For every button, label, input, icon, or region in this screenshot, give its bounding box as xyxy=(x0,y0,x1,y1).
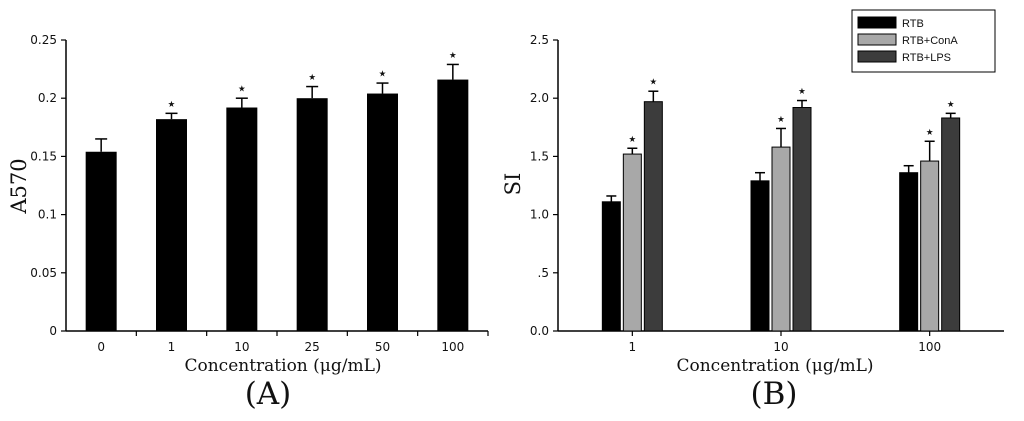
panel-b-y-axis-title: SI xyxy=(501,173,525,196)
panel-b-x-ticks: 1 10 100 xyxy=(629,331,941,354)
x-tick-label: 1 xyxy=(629,340,637,354)
y-tick-label: 1.0 xyxy=(530,208,549,222)
y-tick-label: 1.5 xyxy=(530,149,549,163)
legend-label: RTB+LPS xyxy=(902,52,951,64)
significance-star: ⋆ xyxy=(797,82,808,102)
legend-swatch xyxy=(857,50,897,63)
bar xyxy=(601,201,621,332)
significance-star: ⋆ xyxy=(945,94,956,114)
y-tick-label: .5 xyxy=(538,266,549,280)
x-tick-label: 10 xyxy=(773,340,788,354)
y-tick-label: 0.15 xyxy=(30,149,57,163)
y-tick-label: 0.05 xyxy=(30,266,57,280)
bar xyxy=(156,119,187,331)
significance-star: ⋆ xyxy=(307,68,318,88)
significance-star: ⋆ xyxy=(237,79,248,99)
bar xyxy=(296,98,328,331)
panel-b-x-axis-title: Concentration (μg/mL) xyxy=(676,356,873,376)
panel-a-bars: ⋆ ⋆ ⋆ ⋆ ⋆ xyxy=(85,45,469,332)
y-tick-label: 2.5 xyxy=(530,33,549,47)
x-tick-label: 10 xyxy=(234,340,249,354)
panel-a-x-ticks: 0 1 10 25 50 100 xyxy=(97,331,489,354)
x-tick-label: 100 xyxy=(918,340,941,354)
y-tick-label: 0.1 xyxy=(38,208,57,222)
bar xyxy=(899,172,919,332)
x-tick-label: 1 xyxy=(168,340,176,354)
y-tick-label: 2.0 xyxy=(530,91,549,105)
panel-b-chart: 0.0 .5 1.0 1.5 2.0 2.5 1 10 100 ⋆ ⋆ ⋆ ⋆ ⋆ ⋆ SI Conce… xyxy=(501,9,1004,412)
y-tick-label: 0.2 xyxy=(38,91,57,105)
bar xyxy=(643,101,663,332)
panel-b-y-ticks: 0.0 .5 1.0 1.5 2.0 2.5 xyxy=(530,33,558,338)
panel-b-bars: ⋆ ⋆ ⋆ ⋆ ⋆ ⋆ xyxy=(601,72,961,332)
legend-label: RTB xyxy=(902,18,924,30)
bar xyxy=(226,107,258,332)
x-tick-label: 25 xyxy=(305,340,320,354)
bar xyxy=(771,146,791,332)
bar xyxy=(367,93,398,331)
legend-swatch xyxy=(857,33,897,46)
bar xyxy=(792,107,812,332)
bar xyxy=(920,160,940,332)
panel-a-label: (A) xyxy=(245,376,292,412)
bar xyxy=(750,180,770,332)
x-tick-label: 50 xyxy=(375,340,390,354)
significance-star: ⋆ xyxy=(377,64,388,84)
bar xyxy=(941,117,961,332)
significance-star: ⋆ xyxy=(924,122,935,142)
bar xyxy=(437,79,469,332)
panel-a-y-ticks: 0 0.05 0.1 0.15 0.2 0.25 xyxy=(30,33,66,338)
panel-a-x-axis-title: Concentration (μg/mL) xyxy=(184,356,381,376)
significance-star: ⋆ xyxy=(166,94,177,114)
panel-a-chart: 0 0.05 0.1 0.15 0.2 0.25 0 1 10 25 50 100 ⋆ ⋆ ⋆ ⋆ ⋆ A5… xyxy=(7,33,489,412)
significance-star: ⋆ xyxy=(627,129,638,149)
panel-a-y-axis-title: A570 xyxy=(7,158,31,214)
significance-star: ⋆ xyxy=(776,109,787,129)
legend-items: RTB RTB+ConA RTB+LPS xyxy=(857,16,958,64)
panel-b-label: (B) xyxy=(751,376,798,412)
panel-b-legend: RTB RTB+ConA RTB+LPS xyxy=(851,9,996,73)
x-tick-label: 100 xyxy=(441,340,464,354)
y-tick-label: 0.0 xyxy=(530,324,549,338)
y-tick-label: 0.25 xyxy=(30,33,57,47)
x-tick-label: 0 xyxy=(97,340,105,354)
y-tick-label: 0 xyxy=(49,324,57,338)
significance-star: ⋆ xyxy=(448,45,459,65)
significance-star: ⋆ xyxy=(648,72,659,92)
bar xyxy=(622,153,642,332)
bar xyxy=(85,151,117,331)
legend-swatch xyxy=(857,16,897,29)
legend-label: RTB+ConA xyxy=(902,35,958,47)
